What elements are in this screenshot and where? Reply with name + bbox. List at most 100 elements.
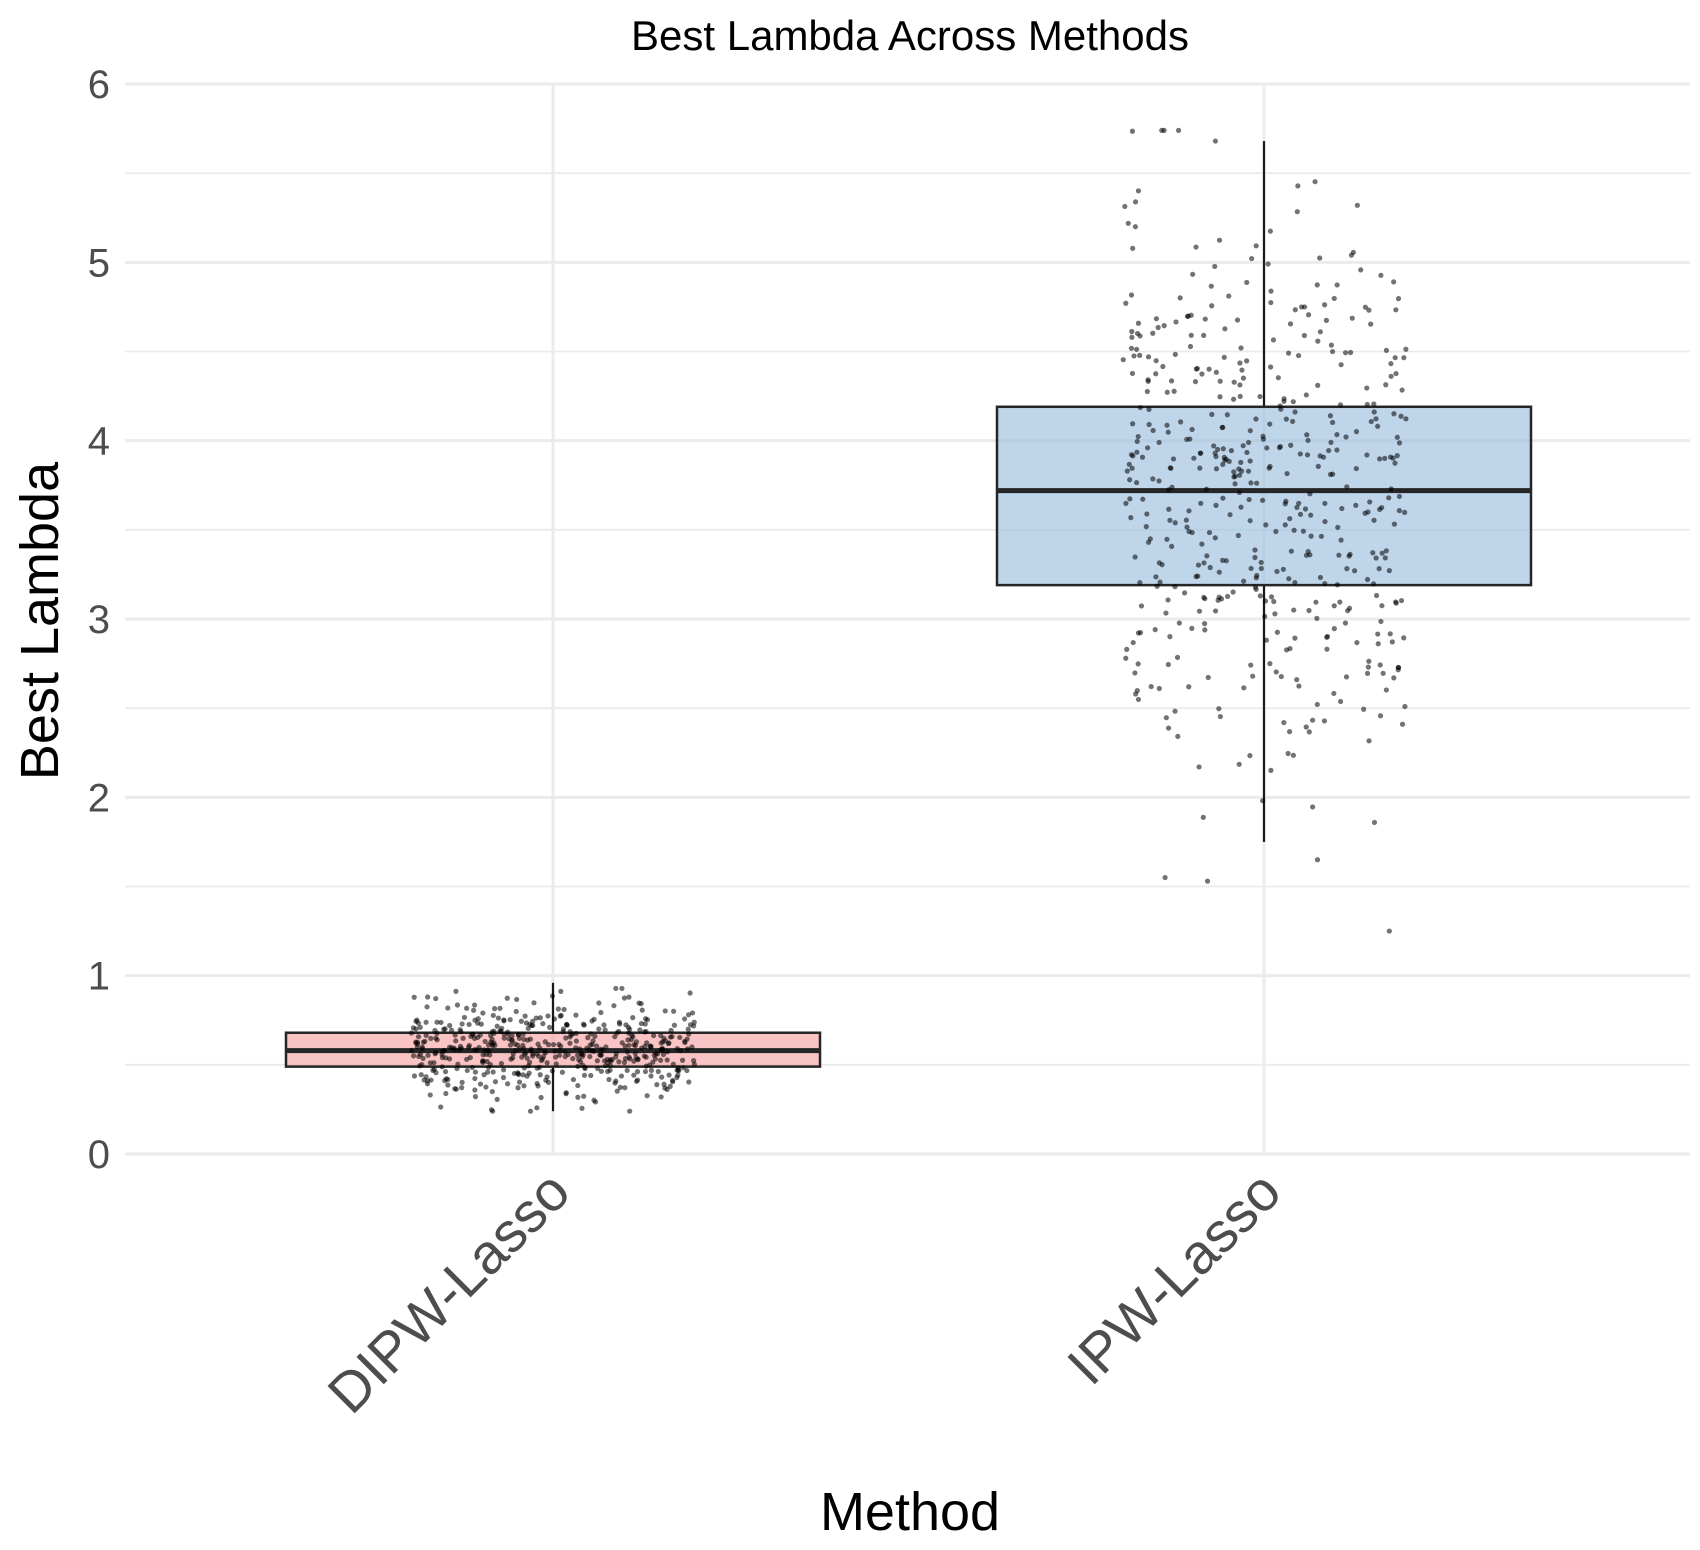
data-point <box>1135 696 1142 703</box>
data-point <box>1285 750 1291 757</box>
data-point <box>1193 366 1199 372</box>
data-point <box>1353 429 1360 435</box>
data-point <box>1343 434 1349 440</box>
data-point <box>492 1079 499 1085</box>
data-point <box>1178 419 1184 425</box>
data-point <box>598 1068 604 1074</box>
data-point <box>1328 439 1334 446</box>
data-point <box>1377 713 1384 719</box>
data-point <box>626 1030 632 1036</box>
data-point <box>1196 608 1203 614</box>
data-point <box>413 1018 419 1024</box>
data-point <box>1135 320 1142 326</box>
data-point <box>453 988 459 994</box>
data-point <box>1260 798 1266 804</box>
data-point <box>1127 477 1133 483</box>
data-point <box>1191 455 1197 461</box>
data-point <box>567 1029 573 1035</box>
data-point <box>1399 721 1406 727</box>
data-point <box>1123 655 1129 661</box>
data-point <box>581 1022 587 1028</box>
data-point <box>1209 411 1215 418</box>
data-point <box>1220 446 1226 452</box>
data-point <box>1208 283 1214 289</box>
data-point <box>1244 279 1250 286</box>
data-point <box>1184 524 1190 530</box>
data-point <box>1165 661 1171 668</box>
data-point <box>1137 352 1143 358</box>
data-point <box>557 1047 563 1054</box>
data-point <box>504 1081 511 1087</box>
data-point <box>630 1015 636 1021</box>
data-point <box>1253 586 1259 592</box>
data-point <box>1281 396 1287 402</box>
data-point <box>1202 596 1208 602</box>
data-point <box>1278 673 1284 680</box>
data-point <box>1128 515 1134 521</box>
data-point <box>675 1072 681 1078</box>
data-point <box>1167 465 1173 471</box>
data-point <box>1238 468 1245 474</box>
data-point <box>485 1064 492 1071</box>
data-point <box>1380 670 1386 676</box>
data-point <box>1267 364 1274 370</box>
data-point <box>681 1016 688 1022</box>
data-point <box>1262 613 1268 619</box>
data-point <box>1287 516 1293 522</box>
data-point <box>1248 662 1254 668</box>
data-point <box>558 1043 564 1049</box>
data-point <box>1377 456 1383 462</box>
data-point <box>588 1072 594 1079</box>
data-point <box>1217 378 1223 384</box>
data-point <box>1237 472 1243 478</box>
data-point <box>447 1022 453 1029</box>
data-point <box>1238 345 1244 351</box>
data-point <box>682 1038 688 1044</box>
data-point <box>551 1016 558 1022</box>
data-point <box>408 1030 415 1036</box>
data-point <box>1393 599 1399 605</box>
data-point <box>621 995 628 1001</box>
data-point <box>458 1029 464 1035</box>
data-point <box>1177 295 1183 301</box>
data-point <box>521 1083 527 1089</box>
data-point <box>1331 603 1337 609</box>
data-point <box>471 1002 478 1008</box>
data-point <box>1135 433 1141 440</box>
data-point <box>1135 188 1142 194</box>
data-point <box>1292 307 1298 313</box>
y-axis-ticks: 0 1 2 3 4 5 6 <box>88 63 110 1177</box>
data-point <box>471 1007 477 1013</box>
data-point <box>1237 393 1243 400</box>
data-point <box>1305 312 1312 318</box>
data-point <box>661 1081 667 1087</box>
data-point <box>509 1033 515 1039</box>
data-point <box>1123 300 1129 306</box>
data-point <box>650 1032 657 1039</box>
data-point <box>1165 597 1171 603</box>
data-point <box>1331 626 1337 632</box>
data-point <box>642 1068 649 1075</box>
data-point <box>1144 445 1151 451</box>
data-point <box>1252 547 1258 553</box>
data-point <box>490 1012 496 1019</box>
data-point <box>495 1015 501 1021</box>
data-point <box>1303 724 1309 730</box>
data-point <box>596 1026 602 1032</box>
data-point <box>1152 627 1158 633</box>
data-point <box>425 994 431 1000</box>
data-point <box>1189 426 1195 433</box>
data-point <box>660 1039 666 1045</box>
data-point <box>533 1015 539 1021</box>
data-point <box>535 1041 541 1047</box>
data-point <box>648 1067 655 1073</box>
data-point <box>1137 404 1143 411</box>
data-point <box>1284 470 1290 477</box>
data-point <box>483 1051 489 1058</box>
data-point <box>536 1064 543 1071</box>
data-point <box>623 1022 629 1028</box>
data-point <box>1163 610 1169 616</box>
data-point <box>460 1035 466 1041</box>
data-point <box>515 1085 521 1091</box>
data-point <box>1155 324 1161 331</box>
